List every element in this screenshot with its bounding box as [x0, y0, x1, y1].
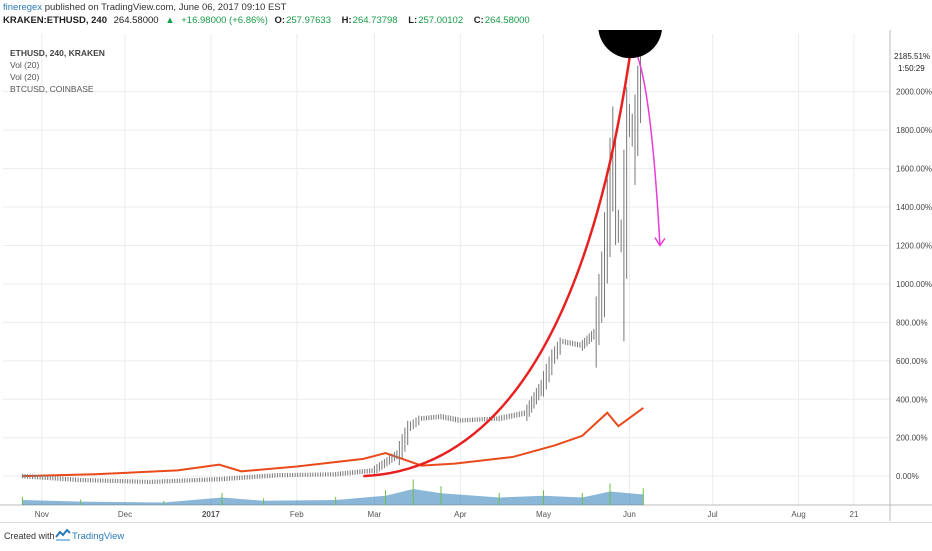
open-label: O:: [274, 15, 286, 26]
publisher-name[interactable]: fineregex: [3, 2, 43, 13]
ohlc-bar: KRAKEN:ETHUSD, 240 264.58000 ▲ +16.98000…: [3, 15, 538, 26]
last-price-box: [891, 50, 931, 62]
y-tick-label: 200.00%: [896, 434, 928, 443]
x-tick-label: Aug: [791, 510, 805, 519]
ohlc-symbol: KRAKEN:ETHUSD, 240: [3, 15, 107, 26]
x-tick-label: 2017: [202, 510, 220, 519]
countdown-label: 1:50:29: [898, 64, 925, 73]
x-tick-label: Jun: [623, 510, 636, 519]
legend-volume-1[interactable]: Vol (20): [10, 60, 40, 70]
close-value: 264.58000: [484, 15, 530, 26]
y-tick-label: 1800.00%: [896, 126, 932, 135]
x-tick-label: Feb: [290, 510, 304, 519]
y-tick-label: 0.00%: [896, 472, 919, 481]
chart-legend: ETHUSD, 240, KRAKEN Vol (20) Vol (20) BT…: [10, 47, 105, 95]
low-value: 257.00102: [418, 15, 464, 26]
y-tick-label: 1400.00%: [896, 203, 932, 212]
black-circle-marker[interactable]: [598, 30, 662, 59]
publish-info: published on TradingView.com, June 06, 2…: [44, 2, 287, 13]
open-value: 257.97633: [286, 15, 331, 26]
y-tick-label: 2000.00%: [896, 88, 932, 97]
arrow-line[interactable]: [637, 56, 661, 246]
y-tick-label: 1600.00%: [896, 165, 932, 174]
y-tick-label: 800.00%: [896, 318, 928, 327]
change-up-icon: ▲: [165, 15, 175, 26]
ohlc-change: +16.98000 (+6.86%): [181, 15, 268, 26]
arrow-head-icon[interactable]: [654, 237, 666, 247]
x-tick-label: Apr: [454, 510, 467, 519]
chart-canvas[interactable]: 0.00% 200.00% 400.00% 600.00% 800.00% 1000.00…: [0, 30, 932, 522]
btc-compare-line[interactable]: [22, 407, 644, 478]
low-label: L:: [408, 15, 418, 26]
last-price-label: 2185.51%: [894, 52, 930, 61]
tradingview-brand[interactable]: TradingView: [72, 531, 125, 542]
chart-background: [0, 30, 932, 522]
y-tick-label: 1200.00%: [896, 241, 932, 250]
ohlc-last: 264.58000: [113, 15, 159, 26]
parabolic-curve-drawing[interactable]: [363, 39, 634, 478]
x-tick-label: Mar: [368, 510, 382, 519]
publish-header: fineregex published on TradingView.com, …: [3, 2, 286, 13]
volume-area: [22, 489, 644, 505]
x-tick-label: Jul: [707, 510, 717, 519]
y-tick-label: 1000.00%: [896, 280, 932, 289]
high-value: 264.73798: [352, 15, 398, 26]
legend-volume-2[interactable]: Vol (20): [10, 72, 40, 82]
x-tick-label: Nov: [35, 510, 49, 519]
footer: Created with TradingView: [0, 522, 932, 551]
legend-main-series[interactable]: ETHUSD, 240, KRAKEN: [10, 48, 105, 58]
close-label: C:: [473, 15, 484, 26]
high-label: H:: [341, 15, 352, 26]
created-with-label: Created with: [4, 531, 55, 541]
x-tick-label: May: [536, 510, 551, 519]
x-tick-label: 21: [850, 510, 859, 519]
y-tick-label: 400.00%: [896, 395, 928, 404]
tradingview-logo-icon[interactable]: [55, 528, 71, 542]
y-tick-label: 600.00%: [896, 357, 928, 366]
legend-compare-series[interactable]: BTCUSD, COINBASE: [10, 84, 94, 94]
x-tick-label: Dec: [118, 510, 132, 519]
